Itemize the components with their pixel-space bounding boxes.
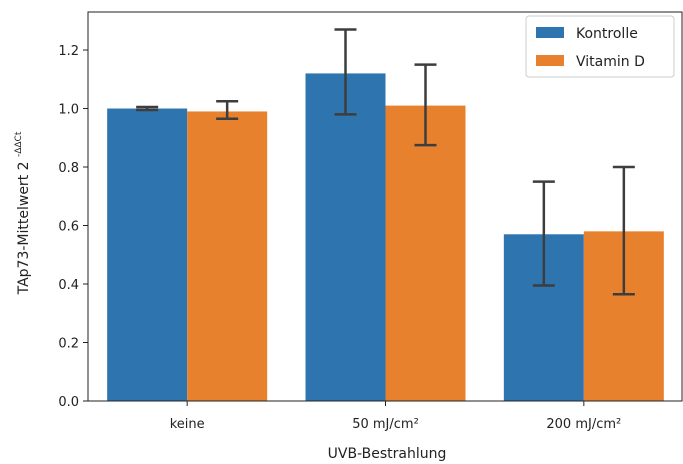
error-bar (334, 28, 357, 116)
legend-label-kontrolle: Kontrolle (576, 26, 638, 42)
x-axis-label: UVB-Bestrahlung (328, 446, 447, 462)
error-bar (532, 180, 555, 287)
error-bar (414, 63, 437, 147)
legend-swatch-vitamin-d (536, 55, 564, 66)
x-tick-label: keine (170, 417, 205, 432)
legend-swatch-kontrolle (536, 27, 564, 38)
bar-kontrolle (305, 73, 386, 401)
y-tick-label: 0.0 (58, 395, 79, 410)
legend-label-vitamin-d: Vitamin D (576, 54, 645, 70)
bar-kontrolle (107, 108, 188, 401)
error-bars (136, 28, 635, 296)
y-axis-ticks: 0.0 0.2 0.4 0.6 0.8 1.0 1.2 (58, 44, 88, 410)
error-bar (216, 99, 239, 121)
y-tick-label: 1.0 (58, 103, 79, 118)
bar-vitamin-d (187, 111, 268, 402)
bars (107, 73, 664, 402)
error-bar (612, 165, 635, 296)
y-tick-label: 0.6 (58, 220, 79, 235)
svg-text:TAp73-Mittelwert 2 -ΔΔCt: TAp73-Mittelwert 2 -ΔΔCt (14, 131, 32, 295)
error-bar (136, 105, 159, 112)
y-tick-label: 0.2 (58, 337, 79, 352)
y-tick-label: 0.4 (58, 278, 79, 293)
y-axis-label: TAp73-Mittelwert 2 -ΔΔCt (14, 131, 32, 295)
x-tick-label: 50 mJ/cm² (352, 417, 419, 432)
y-tick-label: 0.8 (58, 161, 79, 176)
y-axis-label-main: TAp73-Mittelwert 2 (16, 161, 32, 295)
bar-vitamin-d (385, 105, 466, 401)
y-axis-label-exponent: -ΔΔCt (14, 131, 24, 157)
y-tick-label: 1.2 (58, 44, 79, 59)
x-axis-ticks: keine 50 mJ/cm² 200 mJ/cm² (170, 401, 621, 432)
plot-frame (87, 11, 683, 402)
x-tick-label: 200 mJ/cm² (546, 417, 621, 432)
legend: Kontrolle Vitamin D (525, 15, 675, 78)
